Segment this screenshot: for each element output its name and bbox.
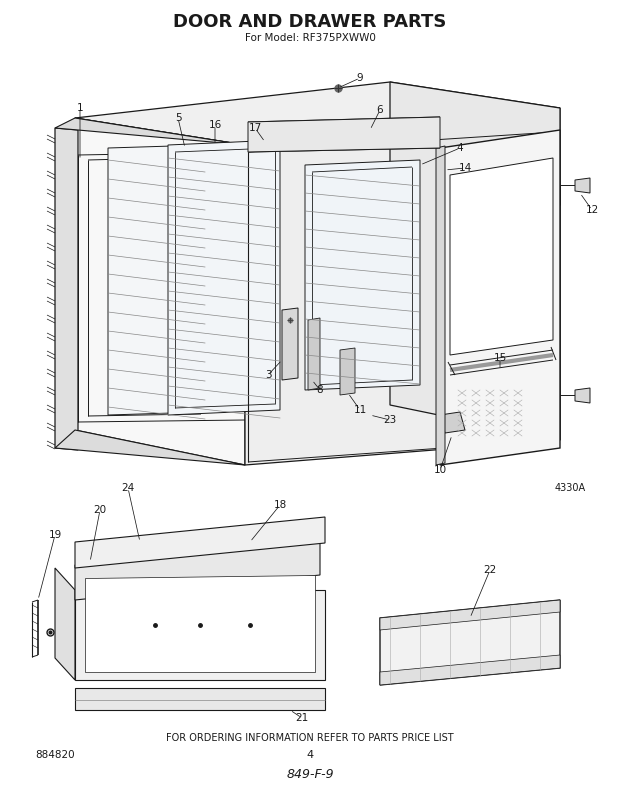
Polygon shape bbox=[168, 140, 280, 415]
Polygon shape bbox=[55, 430, 245, 465]
Text: eReplacementParts.com: eReplacementParts.com bbox=[192, 425, 328, 435]
Polygon shape bbox=[55, 128, 78, 450]
Text: 8: 8 bbox=[317, 385, 323, 395]
Text: For Model: RF375PXWW0: For Model: RF375PXWW0 bbox=[244, 33, 376, 43]
Polygon shape bbox=[75, 688, 325, 710]
Text: 24: 24 bbox=[122, 483, 135, 493]
Text: 18: 18 bbox=[273, 500, 286, 510]
Polygon shape bbox=[108, 145, 205, 415]
Text: 23: 23 bbox=[383, 415, 397, 425]
Text: 884820: 884820 bbox=[35, 750, 74, 760]
Text: 9: 9 bbox=[356, 73, 363, 83]
Polygon shape bbox=[380, 600, 560, 630]
Text: 20: 20 bbox=[94, 505, 107, 515]
Polygon shape bbox=[75, 118, 245, 465]
Polygon shape bbox=[575, 178, 590, 193]
Text: 22: 22 bbox=[484, 565, 497, 575]
Polygon shape bbox=[55, 118, 245, 145]
Polygon shape bbox=[75, 590, 325, 680]
Polygon shape bbox=[450, 158, 553, 355]
Polygon shape bbox=[85, 575, 315, 672]
Polygon shape bbox=[340, 348, 355, 395]
Polygon shape bbox=[75, 540, 320, 600]
Text: 4: 4 bbox=[306, 750, 314, 760]
Text: 10: 10 bbox=[433, 465, 446, 475]
Text: 849-F-9: 849-F-9 bbox=[286, 768, 334, 781]
Text: 4330A: 4330A bbox=[554, 483, 585, 493]
Text: 4: 4 bbox=[457, 143, 463, 153]
Polygon shape bbox=[245, 108, 560, 465]
Text: 17: 17 bbox=[249, 123, 262, 133]
Polygon shape bbox=[390, 82, 560, 440]
Polygon shape bbox=[308, 318, 320, 390]
Polygon shape bbox=[305, 160, 420, 390]
Polygon shape bbox=[75, 517, 325, 568]
Text: 11: 11 bbox=[353, 405, 366, 415]
Text: FOR ORDERING INFORMATION REFER TO PARTS PRICE LIST: FOR ORDERING INFORMATION REFER TO PARTS … bbox=[166, 733, 454, 743]
Polygon shape bbox=[380, 655, 560, 685]
Polygon shape bbox=[248, 117, 440, 152]
Polygon shape bbox=[440, 130, 560, 465]
Text: 6: 6 bbox=[377, 105, 383, 115]
Polygon shape bbox=[75, 82, 560, 145]
Text: 1: 1 bbox=[77, 103, 83, 113]
Text: DOOR AND DRAWER PARTS: DOOR AND DRAWER PARTS bbox=[174, 13, 446, 31]
Text: 3: 3 bbox=[265, 370, 272, 380]
Polygon shape bbox=[55, 568, 75, 680]
Text: 12: 12 bbox=[585, 205, 599, 215]
Text: 5: 5 bbox=[175, 113, 181, 123]
Polygon shape bbox=[436, 146, 445, 465]
Text: 19: 19 bbox=[48, 530, 61, 540]
Text: 21: 21 bbox=[295, 713, 309, 723]
Text: 14: 14 bbox=[458, 163, 472, 173]
Polygon shape bbox=[440, 412, 465, 433]
Text: 15: 15 bbox=[494, 353, 507, 363]
Polygon shape bbox=[380, 600, 560, 685]
Polygon shape bbox=[282, 308, 298, 380]
Polygon shape bbox=[575, 388, 590, 403]
Text: 16: 16 bbox=[208, 120, 221, 130]
